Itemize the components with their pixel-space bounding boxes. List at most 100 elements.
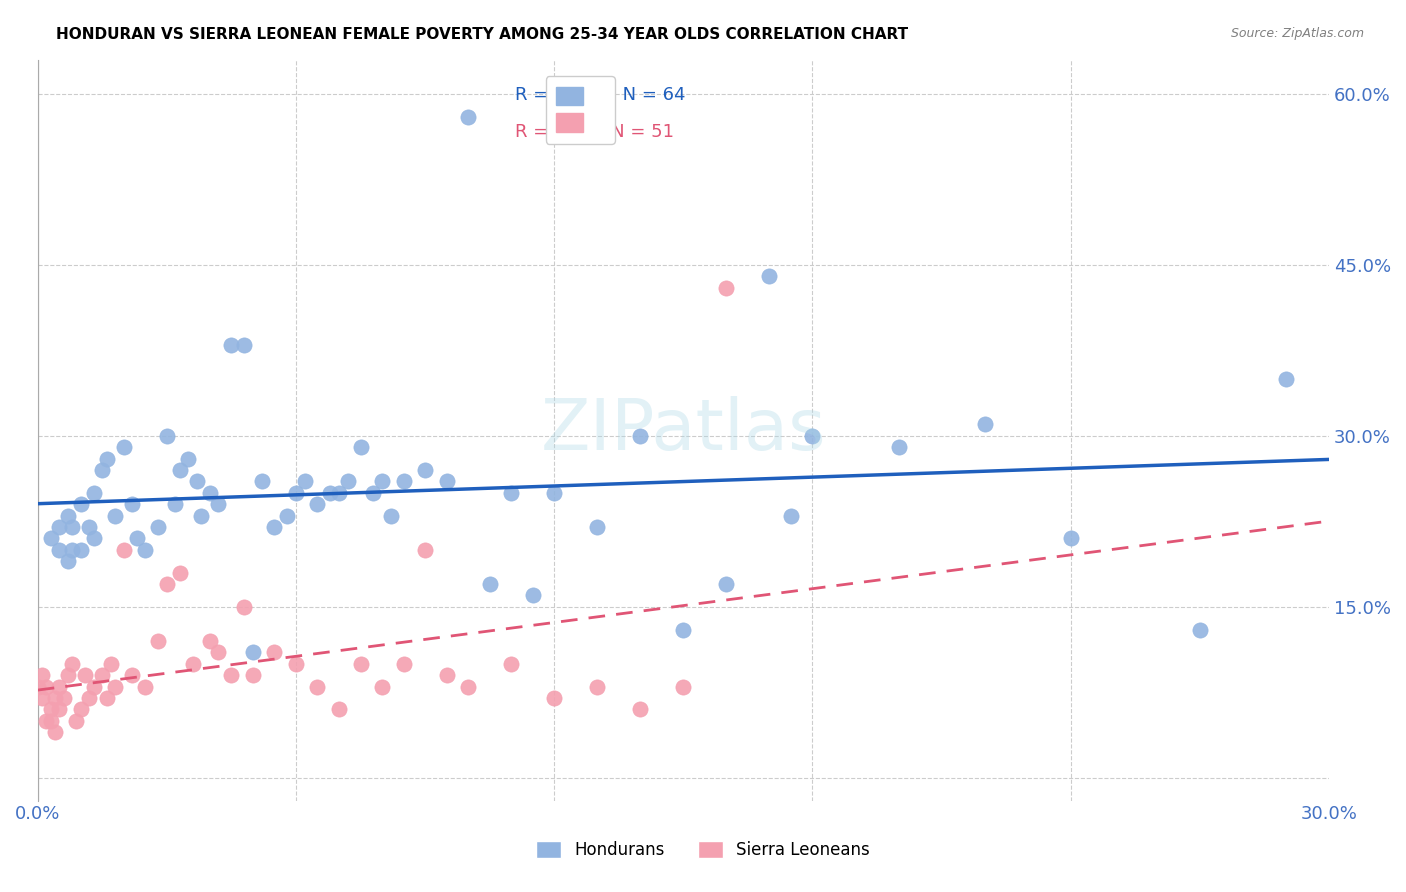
Point (501, 485, 523, 500)
Point (242, 668, 264, 682)
Point (392, 475, 415, 489)
Point (79, 520, 101, 534)
Point (48, 702, 70, 716)
Point (363, 485, 385, 500)
Point (780, 508, 803, 523)
Point (543, 485, 565, 500)
Point (83, 532, 105, 546)
Point (44, 691, 66, 706)
Point (628, 702, 651, 716)
Point (716, 280, 738, 294)
Point (39, 532, 62, 546)
Point (48, 520, 70, 534)
Point (83, 485, 105, 500)
Point (586, 520, 609, 534)
Point (56, 508, 79, 523)
Point (207, 497, 229, 511)
Point (801, 429, 824, 443)
Point (284, 657, 307, 671)
Point (413, 542, 436, 557)
Point (156, 429, 179, 443)
Point (307, 497, 329, 511)
Point (31, 691, 53, 706)
Point (380, 508, 402, 523)
Point (181, 657, 204, 671)
Point (56, 668, 79, 682)
Point (69, 702, 91, 716)
Point (56, 554, 79, 568)
Point (177, 451, 200, 466)
Point (169, 566, 191, 580)
Point (165, 497, 187, 511)
Point (104, 680, 127, 694)
Point (207, 645, 229, 659)
Point (221, 337, 243, 351)
Point (83, 680, 105, 694)
Point (48, 542, 70, 557)
Point (328, 702, 350, 716)
Point (628, 429, 651, 443)
Point (349, 440, 371, 454)
Point (44, 725, 66, 739)
Text: R = 0.13   N = 51: R = 0.13 N = 51 (516, 123, 675, 142)
Text: HONDURAN VS SIERRA LEONEAN FEMALE POVERTY AMONG 25-34 YEAR OLDS CORRELATION CHAR: HONDURAN VS SIERRA LEONEAN FEMALE POVERT… (56, 27, 908, 42)
Text: Source: ZipAtlas.com: Source: ZipAtlas.com (1230, 27, 1364, 40)
Point (39, 702, 62, 716)
Point (1060, 532, 1083, 546)
Point (69, 542, 91, 557)
Point (100, 657, 122, 671)
Point (973, 417, 995, 432)
Point (758, 269, 780, 284)
Point (65, 714, 87, 728)
Point (60, 542, 83, 557)
Point (79, 691, 101, 706)
Point (186, 475, 208, 489)
Point (371, 475, 394, 489)
Point (328, 485, 350, 500)
Point (148, 520, 170, 534)
Point (263, 645, 285, 659)
Point (60, 657, 83, 671)
Point (319, 485, 342, 500)
Point (31, 668, 53, 682)
Point (284, 485, 307, 500)
Point (39, 714, 62, 728)
Point (169, 463, 191, 477)
Point (478, 577, 501, 591)
Point (69, 497, 91, 511)
Point (134, 542, 156, 557)
Point (134, 680, 156, 694)
Point (198, 634, 221, 648)
Point (35, 714, 58, 728)
Point (307, 680, 329, 694)
Point (91, 463, 114, 477)
Point (52, 691, 75, 706)
Point (91, 668, 114, 682)
Point (413, 463, 436, 477)
Point (276, 508, 298, 523)
Point (121, 497, 143, 511)
Point (190, 508, 212, 523)
Point (436, 475, 458, 489)
Legend:  ,  : , (546, 76, 614, 144)
Point (148, 634, 170, 648)
Point (35, 680, 58, 694)
Point (1188, 623, 1211, 637)
Point (522, 589, 544, 603)
Point (672, 623, 695, 637)
Point (887, 440, 910, 454)
Point (457, 110, 479, 124)
Point (672, 680, 695, 694)
Point (250, 475, 273, 489)
Point (233, 337, 256, 351)
Point (156, 577, 179, 591)
Point (112, 542, 135, 557)
Point (349, 657, 371, 671)
Point (73, 668, 96, 682)
Point (457, 680, 479, 694)
Point (336, 475, 359, 489)
Point (48, 680, 70, 694)
Point (543, 691, 565, 706)
Point (60, 520, 83, 534)
Point (501, 657, 523, 671)
